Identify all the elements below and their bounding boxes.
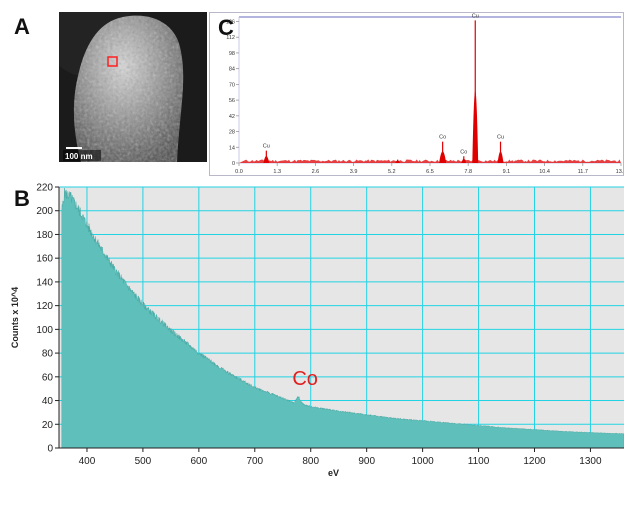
eds-background xyxy=(239,159,621,163)
eels-spectrum-area xyxy=(61,188,624,449)
eds-x-tick-label: 1.3 xyxy=(273,169,281,175)
selection-box xyxy=(107,56,118,67)
eels-x-tick-label: 400 xyxy=(79,456,96,467)
eels-x-tick-label: 1100 xyxy=(468,456,490,467)
eds-y-tick-label: 42 xyxy=(229,114,235,120)
eels-x-tick-label: 1200 xyxy=(523,456,546,467)
eds-x-tick-label: 9.1 xyxy=(503,169,511,175)
panel-label-a: A xyxy=(14,14,30,39)
tem-image: 100 nm xyxy=(59,12,207,162)
eds-peak-label: Co xyxy=(460,149,467,155)
eels-y-tick-label: 80 xyxy=(42,349,54,360)
eds-y-tick-label: 56 xyxy=(229,98,235,104)
eds-y-tick-label: 98 xyxy=(229,51,235,57)
eels-y-tick-label: 0 xyxy=(47,444,53,455)
eels-x-tick-label: 900 xyxy=(358,456,375,467)
eds-x-tick-label: 2.6 xyxy=(312,169,320,175)
eels-chart: 0 20 40 60 80 100 120 140 160 180 200 220 400 500 600 7… xyxy=(10,183,624,478)
eds-x-tick-label: 3.9 xyxy=(350,169,358,175)
eels-y-axis-title: Counts x 10^4 xyxy=(10,287,20,348)
eels-y-tick-label: 20 xyxy=(42,420,54,431)
eels-y-tick-label: 160 xyxy=(36,254,53,265)
eds-x-tick-label: 0.0 xyxy=(235,169,243,175)
eds-peak-label: Co xyxy=(439,135,446,141)
tem-image-graphic: 100 nm xyxy=(59,12,207,162)
eds-x-tick-label: 6.5 xyxy=(426,169,434,175)
eels-x-tick-label: 1000 xyxy=(411,456,434,467)
eds-spectrum: C 0 14 28 42 56 70 84 98 112 126 0.0 1.3 2.6 3.9 5.2 6.… xyxy=(209,12,624,176)
eels-y-tick-label: 100 xyxy=(36,325,53,336)
eels-y-tick-label: 140 xyxy=(36,277,53,288)
eds-peak-label: Cu xyxy=(472,13,479,19)
eds-x-tick-label: 5.2 xyxy=(388,169,396,175)
eels-x-tick-label: 700 xyxy=(246,456,263,467)
eds-y-tick-label: 14 xyxy=(229,145,235,151)
eds-x-tick-label: 11.7 xyxy=(578,169,588,175)
eels-x-tick-label: 800 xyxy=(302,456,319,467)
eels-x-tick-label: 1300 xyxy=(579,456,602,467)
eels-spectrum: 0 20 40 60 80 100 120 140 160 180 200 220 400 500 600 7… xyxy=(0,180,624,504)
scale-bar-label: 100 nm xyxy=(65,152,93,161)
eds-peak-label: Cu xyxy=(263,144,270,150)
eds-y-tick-label: 84 xyxy=(229,67,235,73)
eds-x-tick-label: 10.4 xyxy=(539,169,550,175)
eels-co-annotation: Co xyxy=(292,368,318,390)
eds-y-tick-label: 28 xyxy=(229,130,235,136)
eels-y-tick-label: 220 xyxy=(36,183,53,194)
eds-y-tick-label: 112 xyxy=(226,35,235,41)
eels-y-tick-label: 60 xyxy=(42,372,54,383)
eds-y-tick-label: 0 xyxy=(232,161,235,167)
eds-y-tick-label: 126 xyxy=(226,19,235,25)
eels-y-tick-label: 200 xyxy=(36,206,53,217)
eels-x-tick-label: 500 xyxy=(135,456,152,467)
eels-y-tick-label: 40 xyxy=(42,396,54,407)
eels-y-tick-label: 120 xyxy=(36,301,53,312)
eds-chart: 0 14 28 42 56 70 84 98 112 126 0.0 1.3 2.6 3.9 5.2 6.5 7… xyxy=(226,13,624,175)
eds-y-tick-label: 70 xyxy=(229,82,235,88)
panel-label-b: B xyxy=(14,186,30,211)
scale-bar xyxy=(66,147,82,149)
eels-x-axis-title: eV xyxy=(328,468,339,478)
panel-label-c: C xyxy=(218,15,234,40)
eds-peak-label: Cu xyxy=(497,135,504,141)
eds-x-tick-label: 13.0 xyxy=(616,169,623,175)
eds-x-tick-label: 7.8 xyxy=(464,169,472,175)
eels-y-tick-label: 180 xyxy=(36,230,53,241)
eels-x-tick-label: 600 xyxy=(191,456,208,467)
